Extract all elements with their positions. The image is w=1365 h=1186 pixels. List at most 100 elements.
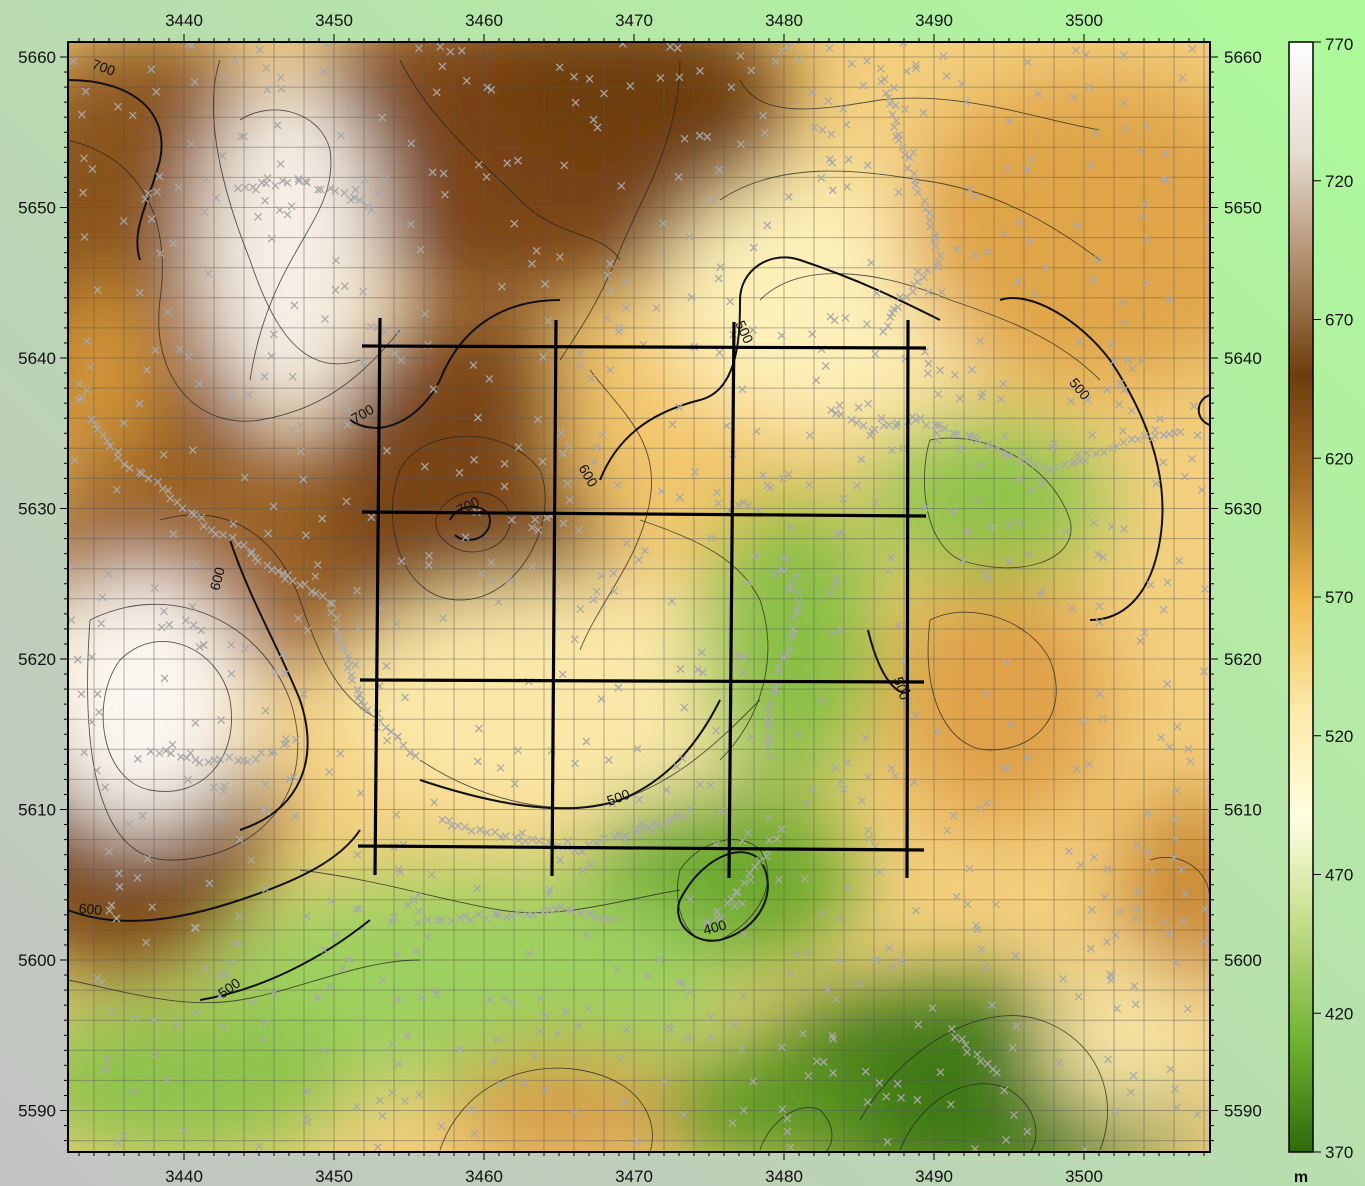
survey-point xyxy=(802,799,811,808)
survey-point xyxy=(1106,970,1115,979)
survey-point xyxy=(339,643,348,652)
survey-point xyxy=(1095,618,1104,627)
survey-point xyxy=(133,873,142,882)
survey-point xyxy=(167,749,175,758)
survey-point xyxy=(269,330,278,339)
survey-point xyxy=(800,874,809,883)
survey-point xyxy=(1160,918,1169,927)
survey-point xyxy=(461,822,469,831)
survey-point xyxy=(382,662,391,670)
survey-point xyxy=(783,1114,792,1123)
survey-point xyxy=(538,907,547,916)
survey-point xyxy=(1095,602,1104,611)
survey-point xyxy=(774,667,783,676)
survey-point xyxy=(184,352,193,361)
survey-point xyxy=(1085,82,1094,91)
survey-point xyxy=(503,159,512,168)
survey-point xyxy=(497,282,506,291)
survey-point xyxy=(485,995,494,1004)
survey-point xyxy=(415,1090,424,1099)
survey-point xyxy=(1067,397,1076,405)
survey-point xyxy=(854,403,863,412)
survey-point xyxy=(934,258,943,267)
survey-point xyxy=(890,123,899,131)
survey-point xyxy=(951,1033,959,1042)
survey-point xyxy=(863,161,872,170)
survey-point xyxy=(112,914,121,923)
survey-point xyxy=(887,553,895,562)
survey-point xyxy=(533,415,542,424)
survey-point xyxy=(687,293,696,302)
survey-point xyxy=(514,443,523,451)
survey-point xyxy=(447,916,456,925)
survey-point xyxy=(819,1058,828,1066)
survey-point xyxy=(353,850,362,859)
survey-point xyxy=(863,56,871,65)
survey-point xyxy=(1093,255,1102,264)
survey-point xyxy=(137,469,146,478)
survey-point xyxy=(958,1035,967,1043)
survey-point xyxy=(892,116,901,125)
survey-point xyxy=(217,716,226,724)
survey-point xyxy=(600,834,609,843)
survey-point xyxy=(218,151,227,160)
survey-point xyxy=(978,389,987,398)
survey-point xyxy=(146,747,155,756)
survey-point xyxy=(678,979,687,988)
survey-point xyxy=(1002,657,1011,666)
survey-point xyxy=(260,372,269,381)
survey-point xyxy=(273,121,282,130)
survey-point xyxy=(706,1032,715,1041)
survey-point xyxy=(204,758,213,767)
survey-point xyxy=(1013,277,1022,286)
survey-point xyxy=(698,668,707,677)
survey-point xyxy=(409,895,418,904)
survey-point xyxy=(502,913,511,922)
survey-point xyxy=(981,963,989,972)
survey-point xyxy=(180,1126,189,1135)
profile-line-v4 xyxy=(905,319,910,879)
survey-point xyxy=(612,914,621,923)
survey-point xyxy=(175,345,184,354)
survey-point xyxy=(598,430,607,439)
survey-point xyxy=(352,905,360,913)
survey-point xyxy=(302,531,310,540)
survey-point xyxy=(738,899,747,908)
survey-point xyxy=(430,798,439,807)
survey-point xyxy=(976,461,985,470)
survey-point xyxy=(828,186,837,195)
survey-point xyxy=(191,718,200,727)
survey-point xyxy=(894,188,903,197)
x-tick-label-bottom: 3500 xyxy=(1065,1167,1103,1186)
survey-point xyxy=(500,482,509,491)
survey-point xyxy=(353,586,362,595)
survey-point xyxy=(1176,427,1185,436)
survey-point xyxy=(467,826,476,835)
survey-point xyxy=(614,830,623,839)
y-tick-label-right: 5650 xyxy=(1224,199,1262,218)
survey-point xyxy=(147,215,156,223)
survey-point xyxy=(125,464,134,473)
survey-point xyxy=(730,1020,739,1029)
survey-point xyxy=(115,869,123,878)
survey-point xyxy=(182,753,191,762)
survey-point xyxy=(1127,435,1136,444)
survey-point xyxy=(169,529,178,538)
survey-point xyxy=(1146,580,1155,589)
survey-point xyxy=(492,1035,501,1044)
survey-point xyxy=(1017,449,1026,458)
survey-point xyxy=(281,669,290,678)
survey-point xyxy=(106,442,114,451)
survey-point xyxy=(610,832,619,841)
survey-point xyxy=(215,991,224,1000)
survey-point xyxy=(251,185,260,194)
survey-point xyxy=(1082,50,1091,59)
survey-point xyxy=(696,780,704,789)
survey-point xyxy=(83,337,92,346)
survey-point xyxy=(429,385,438,394)
survey-point xyxy=(1133,887,1142,896)
survey-point xyxy=(897,957,906,966)
survey-point xyxy=(880,75,889,84)
survey-point xyxy=(119,217,128,226)
y-axis-left-labels: 5660 5650 5640 5630 5620 5610 5600 5590 xyxy=(18,48,56,1121)
